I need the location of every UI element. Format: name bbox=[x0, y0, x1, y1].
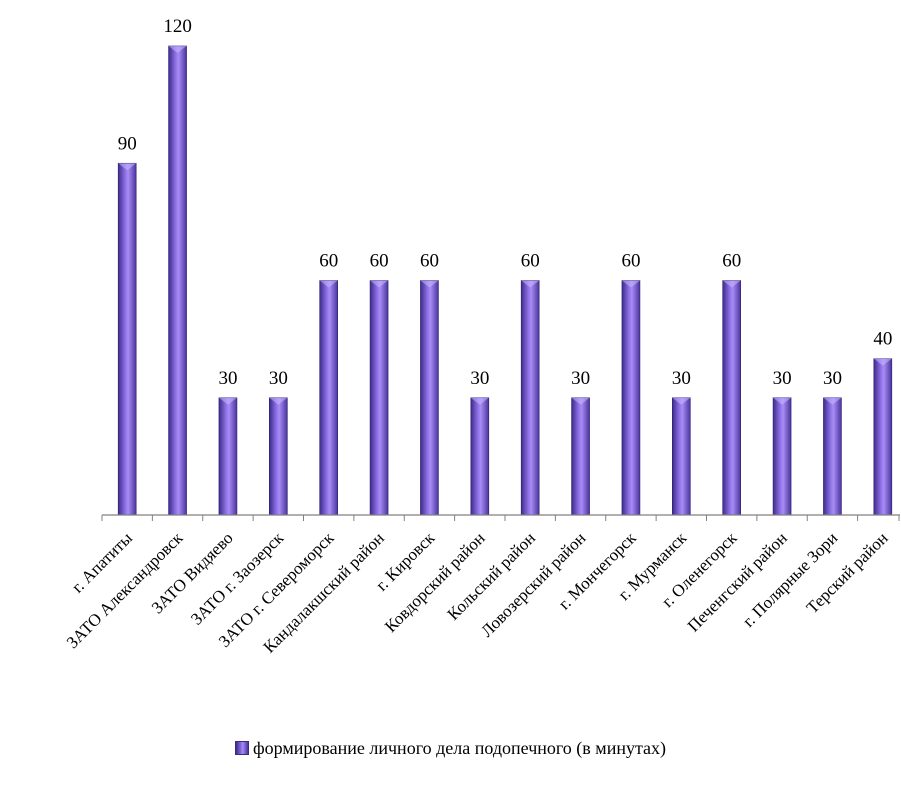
data-label: 60 bbox=[420, 251, 439, 272]
x-tick-label: ЗАТО г. Заозерск bbox=[187, 528, 288, 629]
bar-top-highlight bbox=[621, 280, 640, 288]
bar bbox=[319, 280, 338, 516]
data-labels-layer: 90 120 30 30 60 60 60 30 60 30 60 30 60 30 30 40 bbox=[118, 16, 893, 389]
bar bbox=[823, 397, 842, 516]
bar bbox=[873, 358, 893, 516]
bar bbox=[420, 280, 439, 516]
data-label: 60 bbox=[521, 251, 540, 272]
bar-top-highlight bbox=[722, 280, 741, 288]
bar-top-highlight bbox=[168, 46, 187, 53]
bars-layer bbox=[117, 45, 893, 516]
bar-top-highlight bbox=[319, 280, 338, 288]
bar bbox=[621, 280, 641, 516]
bar bbox=[218, 397, 238, 516]
data-label: 120 bbox=[163, 16, 192, 37]
data-label: 60 bbox=[621, 251, 640, 272]
bar-top-highlight bbox=[873, 358, 892, 366]
data-label: 60 bbox=[722, 251, 741, 272]
bar bbox=[269, 397, 288, 516]
data-label: 30 bbox=[672, 368, 691, 389]
bar bbox=[369, 280, 389, 516]
data-label: 30 bbox=[571, 368, 590, 389]
bar-top-highlight bbox=[269, 397, 288, 405]
bar-top-highlight bbox=[773, 397, 792, 405]
bar-top-highlight bbox=[218, 397, 237, 405]
data-label: 30 bbox=[823, 368, 842, 389]
bar-top-highlight bbox=[823, 397, 842, 405]
bar bbox=[571, 397, 590, 516]
data-label: 30 bbox=[773, 368, 792, 389]
bar-top-highlight bbox=[470, 397, 489, 405]
bar bbox=[722, 280, 741, 516]
data-label: 40 bbox=[873, 329, 892, 350]
bar bbox=[117, 162, 137, 516]
data-label: 60 bbox=[370, 251, 389, 272]
legend: формирование личного дела подопечного (в… bbox=[0, 738, 901, 759]
x-axis bbox=[101, 514, 900, 521]
bar-top-highlight bbox=[521, 280, 540, 288]
bar-top-highlight bbox=[571, 397, 590, 405]
legend-swatch bbox=[234, 741, 249, 755]
bar-top-highlight bbox=[672, 397, 691, 405]
data-label: 60 bbox=[319, 251, 338, 272]
bar bbox=[168, 45, 187, 516]
x-tick-label: Кольский район bbox=[444, 528, 539, 623]
bar-top-highlight bbox=[420, 280, 439, 288]
bar bbox=[672, 397, 691, 516]
bar-top-highlight bbox=[370, 280, 389, 288]
bar bbox=[520, 280, 540, 516]
data-label: 30 bbox=[269, 368, 288, 389]
bar-top-highlight bbox=[118, 163, 137, 171]
data-label: 90 bbox=[118, 133, 137, 154]
bar bbox=[470, 397, 490, 516]
data-label: 30 bbox=[218, 368, 237, 389]
legend-label: формирование личного дела подопечного (в… bbox=[252, 738, 667, 758]
data-label: 30 bbox=[470, 368, 489, 389]
bar bbox=[772, 397, 792, 516]
